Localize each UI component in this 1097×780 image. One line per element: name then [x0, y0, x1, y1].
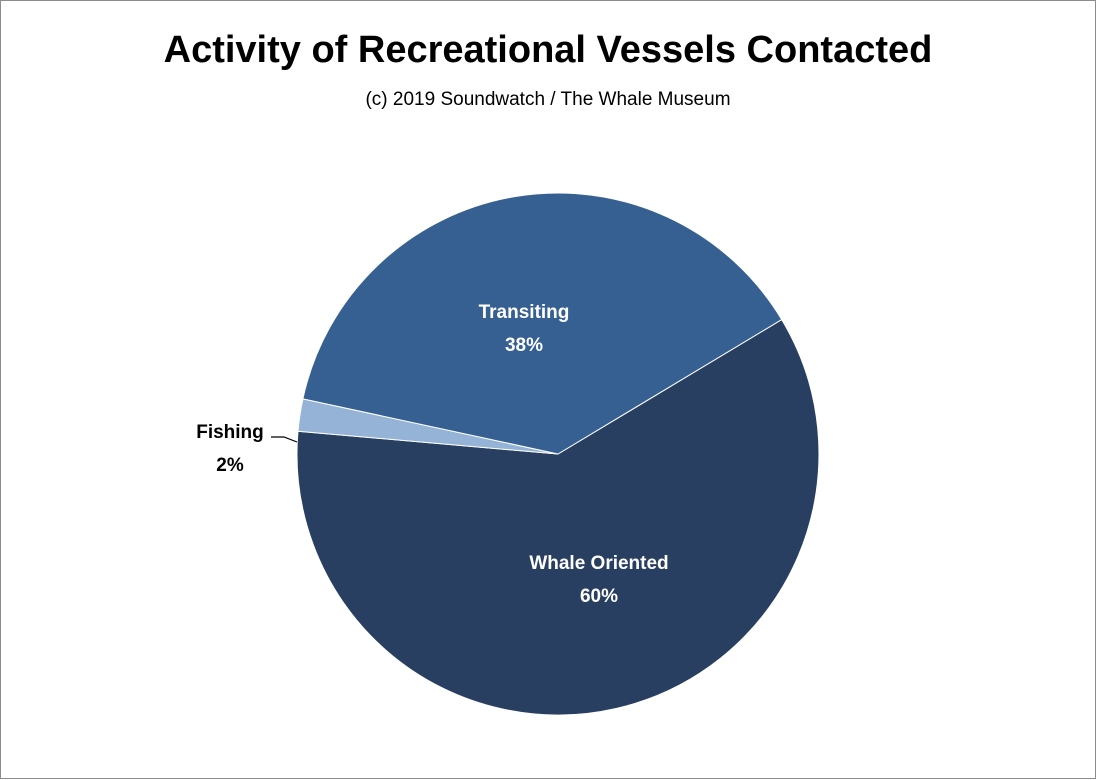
- data-label-fishing-name: Fishing: [196, 422, 264, 443]
- data-label-transiting-name: Transiting: [479, 302, 570, 323]
- data-label-transiting-value: 38%: [505, 335, 543, 356]
- data-label-whale-oriented-name: Whale Oriented: [529, 553, 668, 574]
- pie-slice-whale-oriented: [296, 318, 820, 716]
- data-label-whale-oriented-value: 60%: [580, 586, 618, 607]
- data-label-fishing-value: 2%: [216, 455, 244, 476]
- fishing-leader-line: [271, 436, 298, 443]
- pie-slice-transiting: [302, 192, 783, 455]
- chart-title: Activity of Recreational Vessels Contact…: [163, 29, 933, 71]
- chart-subtitle: (c) 2019 Soundwatch / The Whale Museum: [365, 89, 731, 110]
